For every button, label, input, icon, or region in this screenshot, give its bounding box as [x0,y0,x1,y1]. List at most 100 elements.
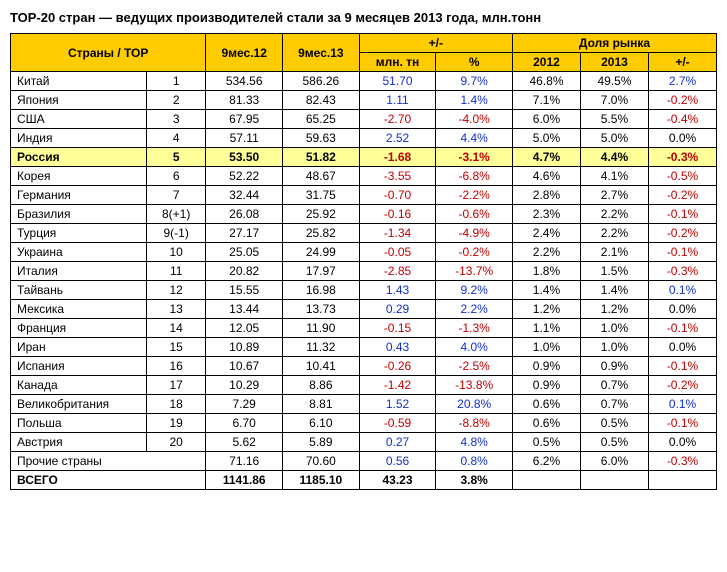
cell-diff-abs: -0.16 [359,205,436,224]
cell-9m13: 59.63 [283,129,360,148]
cell-share-2013: 2.2% [580,205,648,224]
cell-country: Турция [11,224,147,243]
cell-share-diff: 0.0% [648,433,716,452]
cell-country: Мексика [11,300,147,319]
cell-share-2013: 1.2% [580,300,648,319]
cell-9m12: 6.70 [206,414,283,433]
table-row: Австрия205.625.890.274.8%0.5%0.5%0.0% [11,433,717,452]
cell-diff-pct: -1.3% [436,319,513,338]
cell-share-diff: -0.4% [648,110,716,129]
cell-country: Россия [11,148,147,167]
header-9m13: 9мес.13 [283,34,360,72]
cell-country: Великобритания [11,395,147,414]
header-9m12: 9мес.12 [206,34,283,72]
cell-share-2013: 4.1% [580,167,648,186]
cell-9m12: 10.29 [206,376,283,395]
cell-diff-abs: 43.23 [359,471,436,490]
cell-rank: 9(-1) [147,224,206,243]
cell-9m13: 70.60 [283,452,360,471]
header-share-2012: 2012 [512,53,580,72]
cell-share-2012: 1.8% [512,262,580,281]
cell-9m12: 32.44 [206,186,283,205]
cell-rank: 19 [147,414,206,433]
cell-diff-pct: -2.5% [436,357,513,376]
cell-share-2012: 6.0% [512,110,580,129]
cell-share-diff: -0.2% [648,91,716,110]
cell-diff-abs: -1.68 [359,148,436,167]
cell-9m12: 25.05 [206,243,283,262]
cell-9m13: 11.90 [283,319,360,338]
cell-9m13: 65.25 [283,110,360,129]
cell-rank: 1 [147,72,206,91]
table-row: Мексика1313.4413.730.292.2%1.2%1.2%0.0% [11,300,717,319]
cell-country: Франция [11,319,147,338]
cell-9m13: 82.43 [283,91,360,110]
cell-share-2012: 1.0% [512,338,580,357]
cell-diff-abs: -0.15 [359,319,436,338]
cell-9m12: 1141.86 [206,471,283,490]
cell-9m13: 13.73 [283,300,360,319]
cell-9m13: 6.10 [283,414,360,433]
cell-rank: 12 [147,281,206,300]
cell-rank: 2 [147,91,206,110]
cell-9m12: 5.62 [206,433,283,452]
cell-share-2013: 4.4% [580,148,648,167]
cell-share-diff: -0.1% [648,243,716,262]
cell-share-2012: 4.7% [512,148,580,167]
table-row: Тайвань1215.5516.981.439.2%1.4%1.4%0.1% [11,281,717,300]
cell-share-2012: 4.6% [512,167,580,186]
cell-country: Корея [11,167,147,186]
cell-country: Украина [11,243,147,262]
cell-rank: 5 [147,148,206,167]
cell-9m12: 7.29 [206,395,283,414]
cell-rank: 18 [147,395,206,414]
cell-diff-pct: 4.4% [436,129,513,148]
cell-9m12: 534.56 [206,72,283,91]
cell-rank: 20 [147,433,206,452]
cell-share-2012: 2.4% [512,224,580,243]
cell-diff-pct: 9.2% [436,281,513,300]
cell-country: ВСЕГО [11,471,206,490]
table-row: Канада1710.298.86-1.42-13.8%0.9%0.7%-0.2… [11,376,717,395]
header-share-group: Доля рынка [512,34,716,53]
cell-country: Германия [11,186,147,205]
cell-diff-abs: 1.11 [359,91,436,110]
table-row: Корея652.2248.67-3.55-6.8%4.6%4.1%-0.5% [11,167,717,186]
cell-share-diff: -0.3% [648,148,716,167]
cell-9m13: 31.75 [283,186,360,205]
cell-country: Бразилия [11,205,147,224]
cell-9m13: 25.82 [283,224,360,243]
cell-9m13: 16.98 [283,281,360,300]
cell-share-diff: -0.1% [648,357,716,376]
cell-9m13: 25.92 [283,205,360,224]
cell-diff-abs: -1.42 [359,376,436,395]
cell-9m12: 71.16 [206,452,283,471]
table-row: Великобритания187.298.811.5220.8%0.6%0.7… [11,395,717,414]
cell-share-2012: 0.6% [512,395,580,414]
cell-rank: 4 [147,129,206,148]
cell-diff-pct: -4.0% [436,110,513,129]
cell-share-2012: 7.1% [512,91,580,110]
cell-rank: 13 [147,300,206,319]
cell-9m13: 586.26 [283,72,360,91]
table-row: Россия553.5051.82-1.68-3.1%4.7%4.4%-0.3% [11,148,717,167]
table-row: Франция1412.0511.90-0.15-1.3%1.1%1.0%-0.… [11,319,717,338]
cell-diff-pct: -0.6% [436,205,513,224]
cell-9m13: 8.86 [283,376,360,395]
cell-share-2012: 1.1% [512,319,580,338]
cell-diff-abs: -2.70 [359,110,436,129]
cell-9m13: 10.41 [283,357,360,376]
cell-share-diff: -0.5% [648,167,716,186]
header-share-diff: +/- [648,53,716,72]
cell-9m13: 5.89 [283,433,360,452]
header-diff-group: +/- [359,34,512,53]
cell-diff-pct: -0.2% [436,243,513,262]
steel-table: Страны / ТОР 9мес.12 9мес.13 +/- Доля ры… [10,33,717,490]
cell-share-2013: 1.0% [580,338,648,357]
cell-rank: 16 [147,357,206,376]
cell-9m12: 15.55 [206,281,283,300]
table-row: Италия1120.8217.97-2.85-13.7%1.8%1.5%-0.… [11,262,717,281]
cell-diff-pct: -8.8% [436,414,513,433]
cell-country: США [11,110,147,129]
cell-share-2012 [512,471,580,490]
